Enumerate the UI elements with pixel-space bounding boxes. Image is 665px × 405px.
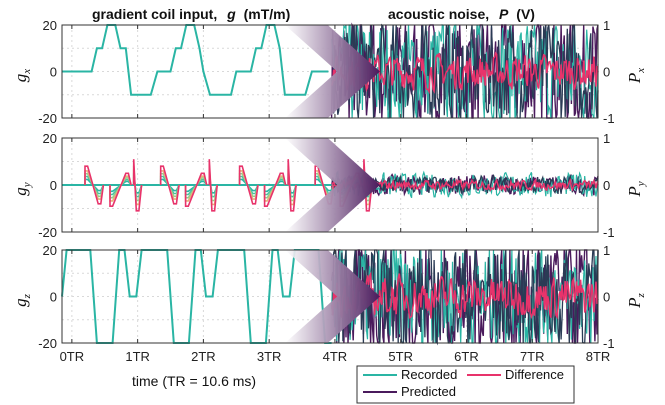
title-left: gradient coil input, g (mT/m)	[92, 6, 290, 22]
left-y-label: gx	[11, 69, 33, 83]
x-tick-label: 1TR	[125, 349, 150, 364]
arrows-group	[285, 25, 380, 343]
gradient-step	[208, 159, 218, 212]
arrow-chevron	[285, 25, 380, 118]
gradient-step	[287, 159, 297, 212]
frames-group	[61, 24, 599, 344]
right-y-tick-label: 1	[603, 243, 610, 258]
gradient-step	[109, 172, 132, 207]
legend-entry-label: Predicted	[401, 384, 456, 399]
x-tick-label: 0TR	[60, 349, 85, 364]
right-y-tick-label: -1	[603, 111, 615, 126]
right-y-label: Py	[625, 181, 647, 197]
left-y-label: gy	[11, 182, 33, 196]
legend-entry-label: Recorded	[401, 367, 457, 382]
left-y-label: gz	[11, 293, 33, 307]
left-y-tick-label: -20	[38, 225, 57, 240]
gradient-step	[184, 172, 208, 207]
left-y-tick-label: 0	[50, 290, 57, 305]
arrow-chevron	[285, 138, 380, 232]
legend-box	[356, 365, 575, 404]
gradient-step	[132, 159, 143, 212]
title-right: acoustic noise, P (V)	[388, 6, 535, 22]
x-tick-label: 5TR	[388, 349, 413, 364]
left-y-tick-label: -20	[38, 336, 57, 351]
gradient-step	[363, 159, 373, 212]
right-y-tick-label: 0	[603, 178, 610, 193]
series-difference	[330, 51, 599, 95]
right-y-tick-label: 1	[603, 18, 610, 33]
x-tick-label: 8TR	[586, 349, 611, 364]
x-tick-label: 4TR	[323, 349, 348, 364]
gradient-step	[84, 165, 105, 205]
left-y-tick-label: 20	[43, 131, 57, 146]
legend: Recorded Difference Predicted	[356, 365, 575, 404]
series-predicted-overlay	[330, 23, 599, 119]
x-tick-label: 7TR	[520, 349, 545, 364]
panel-frame	[61, 137, 599, 233]
panel-frame	[61, 249, 599, 344]
x-tick-label: 6TR	[454, 349, 479, 364]
x-axis-label: time (TR = 10.6 ms)	[132, 373, 256, 389]
right-y-label: Pz	[625, 292, 647, 308]
right-y-tick-label: 0	[603, 65, 610, 80]
right-y-tick-label: 1	[603, 131, 610, 146]
arrow-chevron	[285, 250, 380, 343]
x-tick-label: 3TR	[257, 349, 282, 364]
panels-group	[61, 22, 599, 346]
gradient-step	[263, 172, 287, 207]
left-y-tick-label: -20	[38, 111, 57, 126]
gradient-step	[159, 165, 180, 205]
labels-group: gradient coil input, g (mT/m) acoustic n…	[11, 6, 647, 389]
gradient-step	[238, 165, 259, 205]
gradient-trace	[62, 24, 329, 96]
right-y-tick-label: -1	[603, 225, 615, 240]
panel-frame	[61, 24, 599, 119]
legend-entry-label: Difference	[505, 367, 564, 382]
right-y-tick-label: 0	[603, 290, 610, 305]
right-y-tick-label: -1	[603, 336, 615, 351]
right-y-label: Px	[625, 68, 647, 84]
left-y-tick-label: 0	[50, 178, 57, 193]
left-y-tick-label: 20	[43, 243, 57, 258]
x-tick-label: 2TR	[191, 349, 216, 364]
left-y-tick-label: 0	[50, 65, 57, 80]
left-y-tick-label: 20	[43, 18, 57, 33]
